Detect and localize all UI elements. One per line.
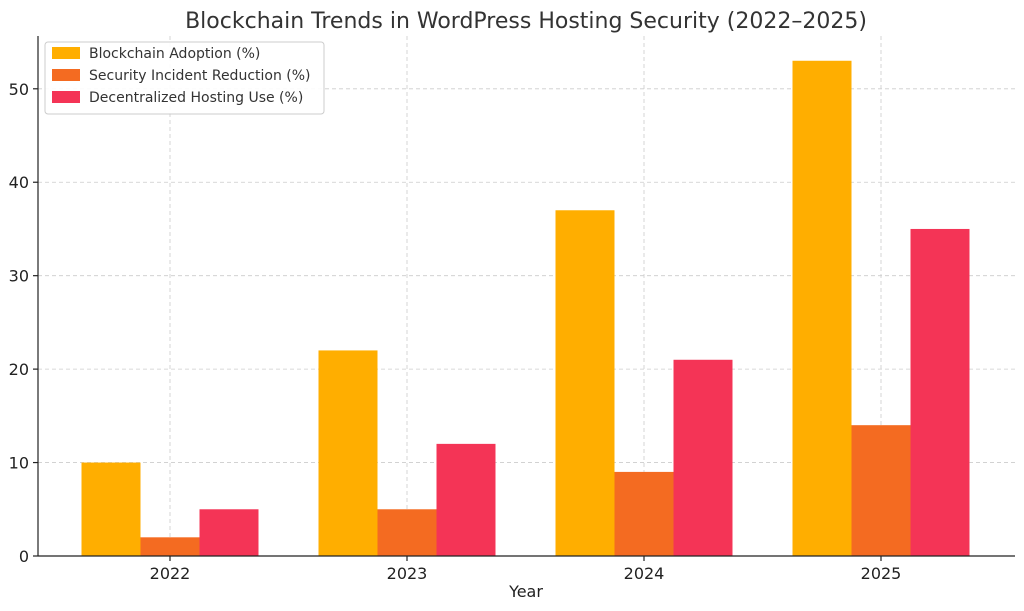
x-axis-label: Year bbox=[508, 582, 543, 601]
chart-title: Blockchain Trends in WordPress Hosting S… bbox=[185, 9, 867, 34]
bar-2022-series-1 bbox=[140, 537, 200, 556]
legend: Blockchain Adoption (%) Security Incident… bbox=[44, 41, 325, 115]
legend-label: Security Incident Reduction (%) bbox=[89, 68, 311, 84]
bar-2024-series-1 bbox=[614, 471, 674, 556]
legend-swatch bbox=[52, 69, 80, 81]
legend-label: Blockchain Adoption (%) bbox=[89, 46, 260, 62]
y-tick-label: 30 bbox=[9, 267, 29, 286]
bar-2023-series-1 bbox=[377, 509, 437, 556]
y-tick-label: 50 bbox=[9, 80, 29, 99]
x-tick-label: 2024 bbox=[624, 564, 665, 583]
bar-2025-series-1 bbox=[851, 425, 911, 556]
bar-2024-series-0 bbox=[555, 210, 615, 556]
bar-2025-series-0 bbox=[792, 60, 852, 557]
legend-swatch bbox=[52, 91, 80, 103]
ticks: 0 10 20 30 40 50 2022 2023 2024 2025 bbox=[9, 80, 902, 583]
bar-2023-series-2 bbox=[436, 443, 496, 556]
bar-2025-series-2 bbox=[910, 228, 970, 556]
legend-swatch bbox=[52, 47, 80, 59]
x-tick-label: 2023 bbox=[387, 564, 428, 583]
bar-2024-series-2 bbox=[673, 359, 733, 556]
y-tick-label: 0 bbox=[19, 547, 29, 566]
x-tick-label: 2022 bbox=[150, 564, 191, 583]
legend-label: Decentralized Hosting Use (%) bbox=[89, 90, 303, 106]
bar-2023-series-0 bbox=[318, 350, 378, 556]
x-tick-label: 2025 bbox=[861, 564, 902, 583]
legend-box bbox=[44, 41, 325, 115]
bar-2022-series-0 bbox=[81, 462, 141, 556]
axes bbox=[37, 36, 1015, 557]
bars bbox=[81, 60, 970, 557]
y-tick-label: 20 bbox=[9, 360, 29, 379]
y-tick-label: 40 bbox=[9, 173, 29, 192]
y-tick-label: 10 bbox=[9, 454, 29, 473]
bar-2022-series-2 bbox=[199, 509, 259, 556]
